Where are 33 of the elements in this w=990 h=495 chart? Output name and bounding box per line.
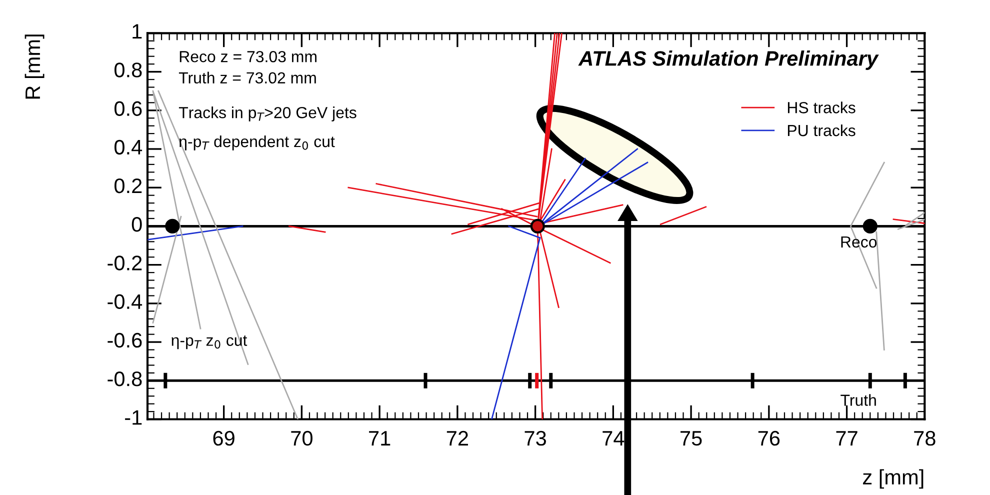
y-tick-label: 0.8 [114, 62, 142, 78]
x-tick-label: 70 [291, 430, 312, 446]
annotation: η-p$_{T}$ z$_{0}$ cut [172, 335, 248, 350]
annotation: Reco [841, 236, 877, 248]
y-tick-label: -0.6 [108, 332, 142, 348]
legend-label: PU tracks [788, 124, 856, 136]
x-axis-title: z [mm] [863, 469, 924, 489]
x-tick-label: 73 [524, 430, 546, 446]
y-tick-label: -0.2 [108, 256, 142, 270]
annotation: Tracks in p$_{T}$>20 GeV jets [178, 106, 356, 122]
annotation: Truth [840, 394, 876, 406]
x-tick-label: 69 [213, 430, 234, 446]
x-tick-label: 74 [602, 431, 624, 446]
x-tick-label: 77 [836, 431, 858, 446]
y-tick-label: -0.8 [108, 371, 142, 386]
y-tick-label: 0.2 [114, 178, 142, 194]
y-tick-label: -0.4 [108, 294, 142, 310]
x-tick-label: 76 [758, 430, 780, 446]
x-tick-label: 72 [446, 430, 468, 446]
y-tick-label: 0.4 [114, 140, 142, 155]
x-tick-label: 78 [914, 430, 936, 446]
y-tick-label: 0 [132, 217, 142, 232]
y-tick-label: 0.6 [114, 101, 142, 116]
y-tick-label: 1 [132, 24, 142, 39]
y-axis-title: R [mm] [24, 34, 44, 99]
annotation: Reco z = 73.03 mm [180, 50, 316, 62]
x-tick-label: 75 [680, 431, 702, 446]
y-tick-label: -1 [125, 410, 142, 425]
legend-label: HS tracks [788, 102, 856, 114]
x-tick-label: 71 [369, 431, 390, 446]
text: ATLAS Simulation Preliminary [578, 50, 879, 70]
annotation: η-p$_{T}$ dependent z$_{0}$ cut [179, 135, 335, 150]
annotation: Truth z = 73.02 mm [178, 72, 316, 84]
